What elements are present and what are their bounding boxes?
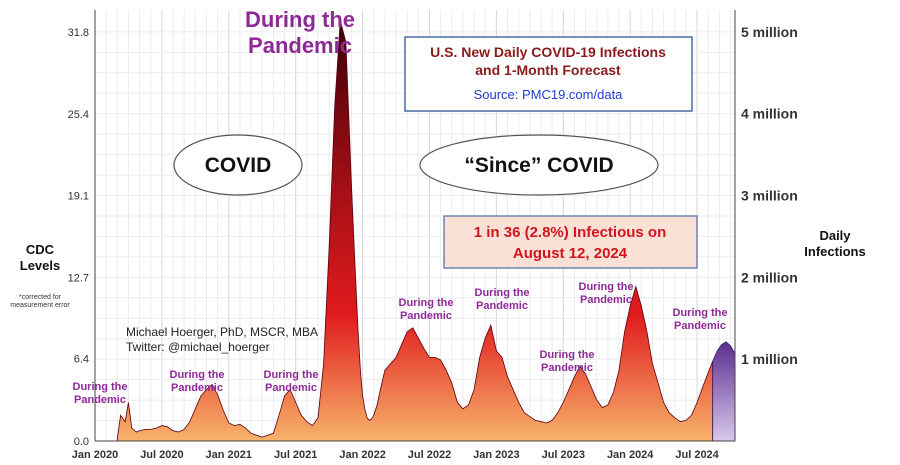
pandemic-annotation: During the [245,7,355,32]
y-right-title: Daily Infections [804,228,866,259]
x-tick-label: Jan 2023 [473,449,519,461]
author-twitter: Twitter: @michael_hoerger [126,340,270,354]
author-credit: Michael Hoerger, PhD, MSCR, MBA Twitter:… [126,325,318,355]
infection-area [116,20,736,442]
covid-ellipse-label: COVID [205,154,272,177]
y-left-tick-label: 0.0 [74,436,89,448]
x-tick-label: Jul 2024 [675,449,719,461]
pandemic-annotation: During the [399,297,454,309]
y-right-ticks: 1 million 2 million 3 million 4 million 5 mi… [741,24,798,367]
y-left-title: CDC Levels [19,242,61,273]
chart-title-line-1: U.S. New Daily COVID-19 Infections [430,44,666,60]
covid-ellipse [173,134,303,196]
y-right-tick-label: 5 million [741,24,798,40]
y-left-tick-label: 25.4 [68,109,89,121]
pandemic-annotation: Pandemic [171,382,223,394]
infectious-callout-box [443,215,698,269]
x-tick-label: Jan 2020 [72,449,118,461]
y-left-tick-label: 19.1 [68,190,89,202]
axes [94,10,736,442]
y-right-tick-label: 4 million [741,106,798,122]
pandemic-annotation: During the [170,369,225,381]
x-tick-label: Jul 2023 [542,449,585,461]
pandemic-annotation: Pandemic [265,382,317,394]
infection-area-observed [116,20,714,442]
pandemic-annotation: During the [673,307,728,319]
y-left-tick-label: 6.4 [74,354,89,366]
y-right-tick-label: 2 million [741,269,798,285]
pandemic-annotation: Pandemic [674,320,726,332]
pandemic-annotation: Pandemic [248,33,352,58]
infection-area-forecast [712,341,736,442]
x-tick-label: Jan 2021 [206,449,252,461]
pandemic-annotation: Pandemic [541,362,593,374]
pandemic-annotation: During the [475,287,530,299]
pandemic-annotation: During the [73,381,128,393]
y-left-tick-label: 31.8 [68,27,89,39]
pandemic-annotation: During the [264,369,319,381]
y-left-tick-label: 12.7 [68,273,89,285]
since-covid-ellipse [419,134,659,196]
x-tick-label: Jul 2021 [274,449,317,461]
author-name: Michael Hoerger, PhD, MSCR, MBA [126,325,319,339]
chart-title-line-2: and 1-Month Forecast [475,62,621,78]
y-left-note: *corrected for measurement error [10,294,70,309]
title-box [404,36,693,112]
pandemic-annotation: Pandemic [74,394,126,406]
y-right-tick-label: 3 million [741,188,798,204]
pandemic-annotation: Pandemic [580,294,632,306]
chart-source: Source: PMC19.com/data [474,87,624,102]
pandemic-annotation: Pandemic [476,300,528,312]
x-axis-ticks: Jan 2020 Jul 2020 Jan 2021 Jul 2021 Jan 2022… [72,449,720,461]
y-right-tick-label: 1 million [741,351,798,367]
callout-line-1: 1 in 36 (2.8%) Infectious on [474,224,667,241]
x-tick-label: Jan 2024 [607,449,654,461]
y-left-ticks: 0.0 6.4 12.7 19.1 25.4 31.8 [68,27,89,448]
pandemic-annotation: During the [540,349,595,361]
x-tick-label: Jul 2022 [408,449,451,461]
pandemic-annotation: During the [579,281,634,293]
pandemic-annotation: Pandemic [400,310,452,322]
x-tick-label: Jul 2020 [140,449,183,461]
callout-line-2: August 12, 2024 [513,245,628,262]
since-covid-ellipse-label: “Since” COVID [464,154,613,177]
x-tick-label: Jan 2022 [339,449,385,461]
